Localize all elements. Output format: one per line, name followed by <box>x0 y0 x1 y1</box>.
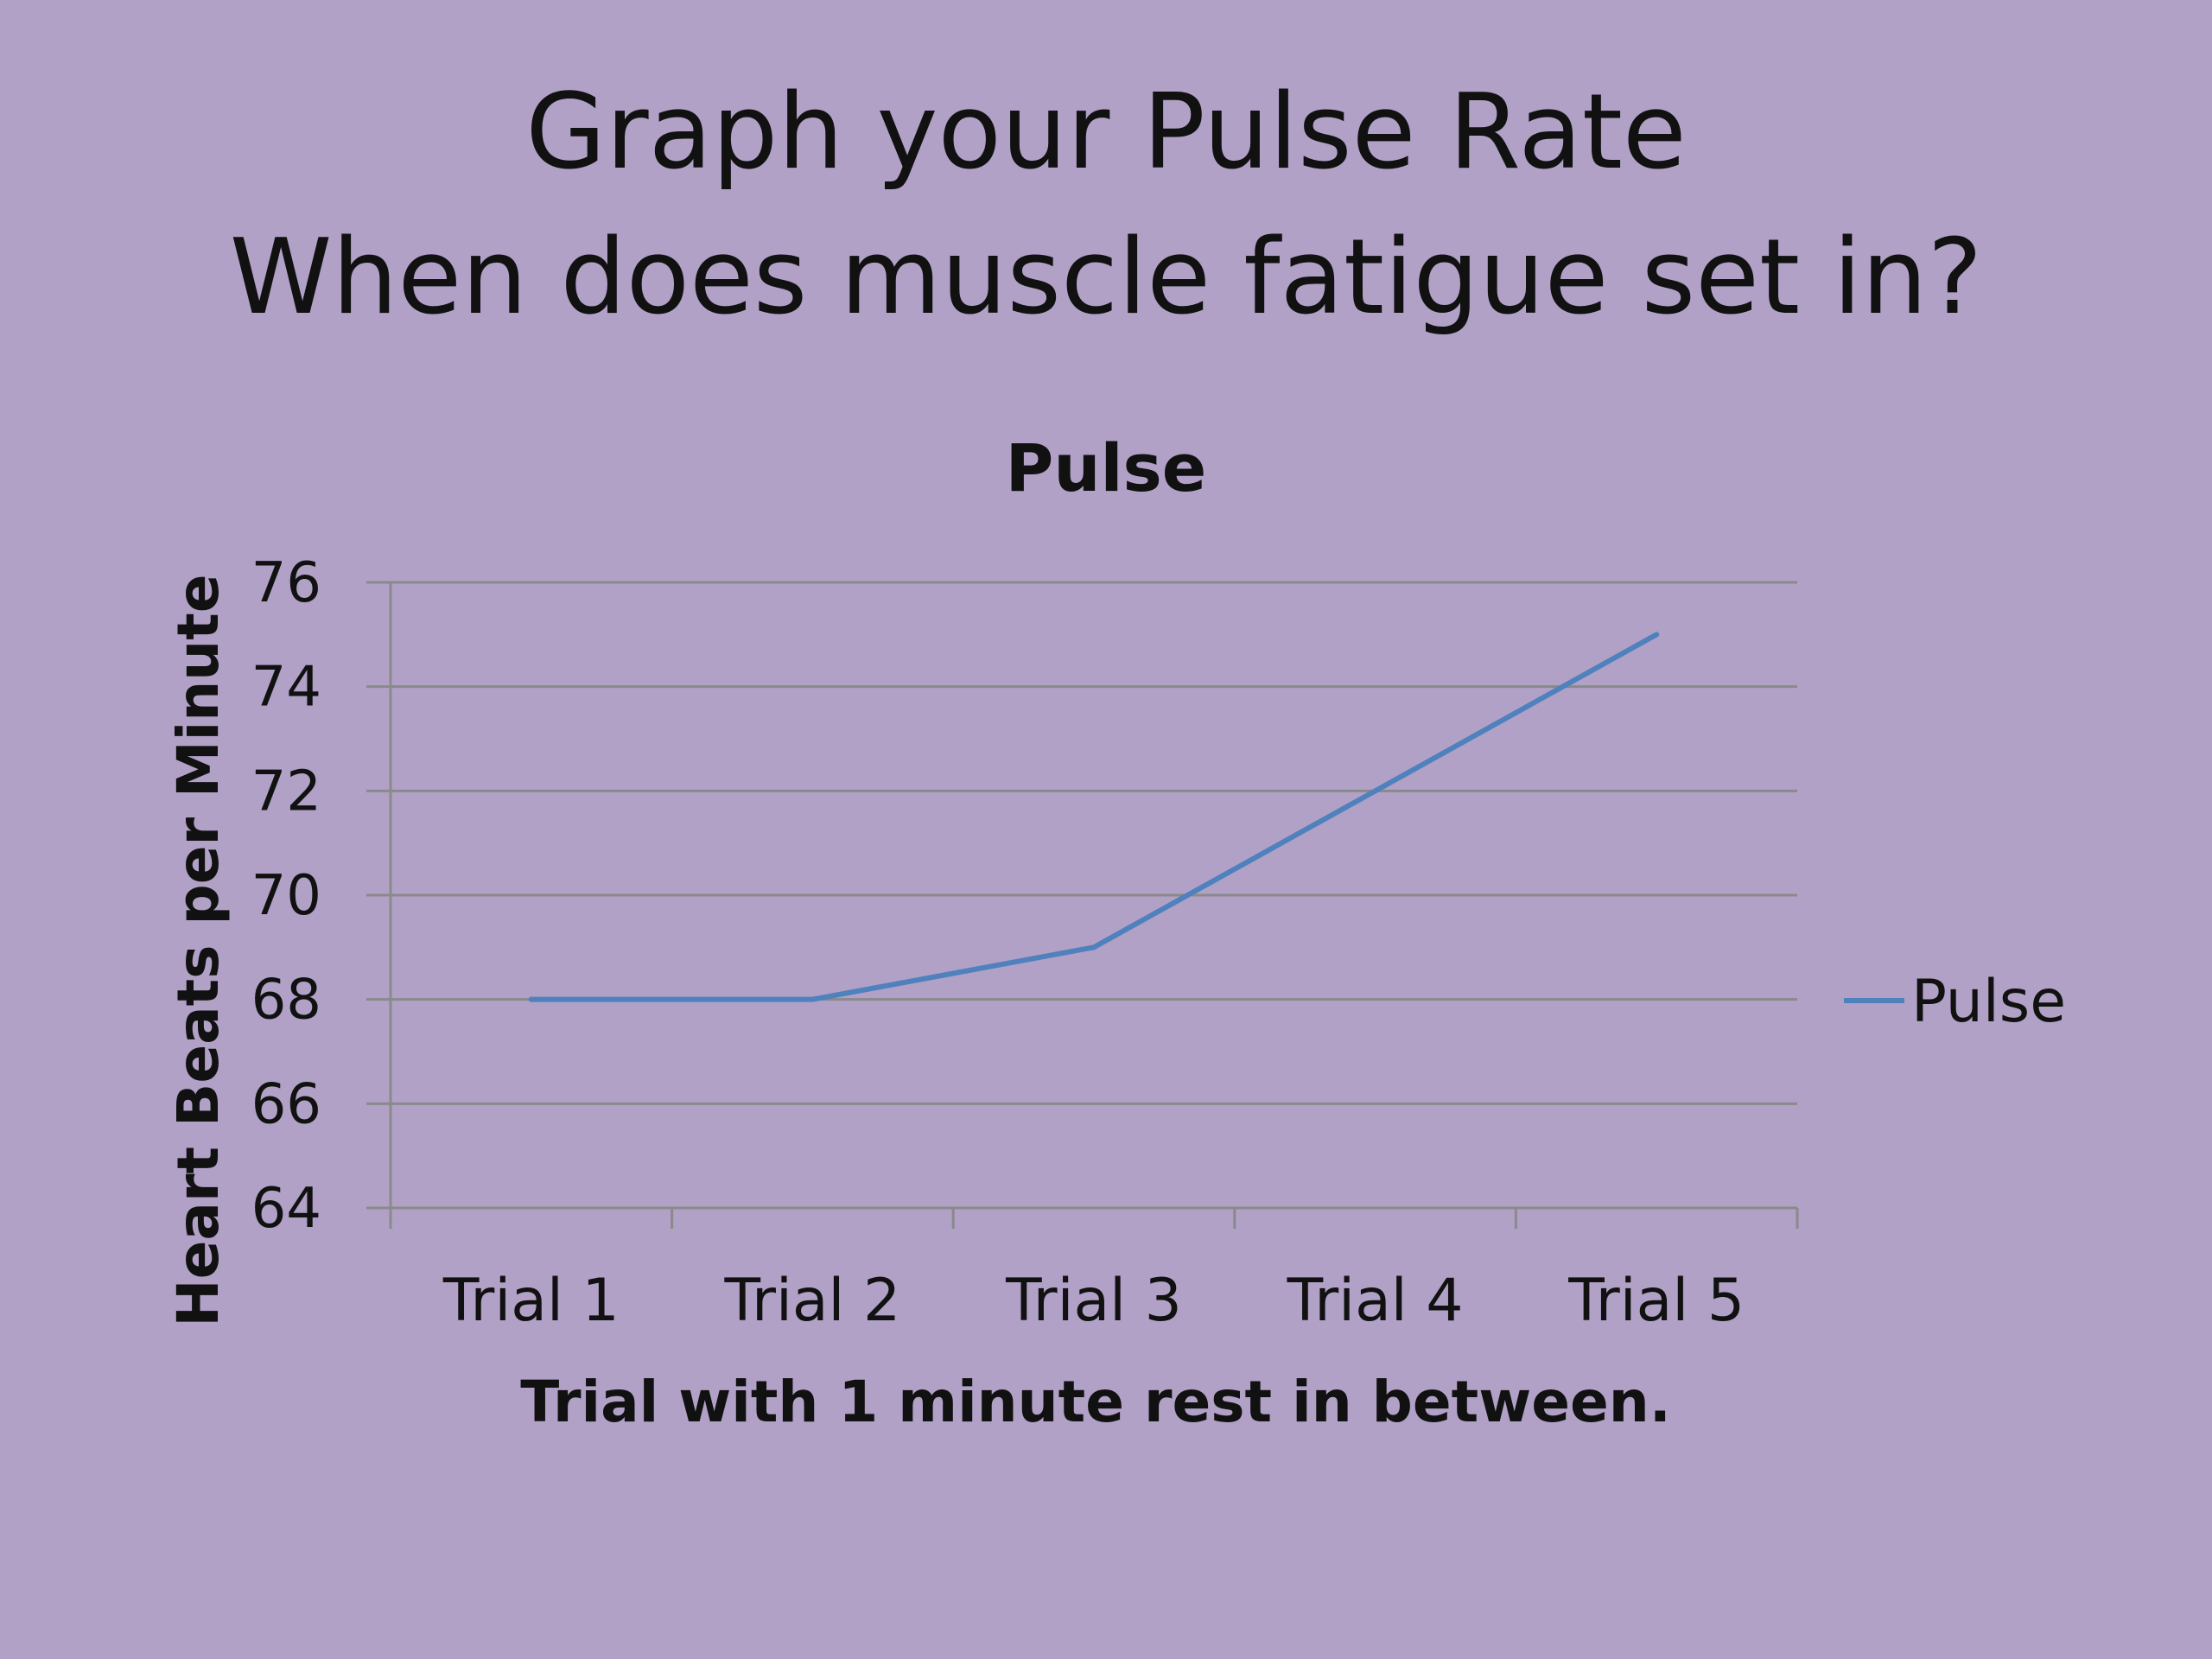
axes <box>389 582 1799 1229</box>
x-tick-label: Trial 5 <box>1567 1267 1745 1335</box>
data-point <box>810 996 816 1002</box>
y-tick-label: 68 <box>251 969 321 1033</box>
slide-title: Graph your Pulse Rate When does muscle f… <box>0 60 2212 351</box>
x-tick-labels: Trial 1 Trial 2 Trial 3 Trial 4 Trial 5 <box>442 1267 1745 1335</box>
series-group <box>528 632 1660 1002</box>
y-tick-label: 64 <box>251 1177 321 1241</box>
data-point <box>1372 788 1378 794</box>
legend-label: Pulse <box>1911 968 2066 1036</box>
x-tick-label: Trial 1 <box>442 1267 620 1335</box>
y-tick-label: 76 <box>251 551 321 615</box>
data-point <box>1654 632 1660 638</box>
slide-title-line-1: Graph your Pulse Rate <box>525 73 1687 193</box>
y-axis-title: Heart Beats per Minute <box>165 574 232 1326</box>
y-tick-label: 74 <box>251 656 321 720</box>
y-tick-labels: 64 66 68 70 72 74 76 <box>251 551 321 1241</box>
series-line-pulse <box>528 632 1660 1002</box>
x-tick-label: Trial 2 <box>723 1267 900 1335</box>
legend: Pulse <box>1844 968 2066 1036</box>
y-tick-label: 70 <box>251 864 321 928</box>
y-tick-label: 66 <box>251 1072 321 1136</box>
chart-title: Pulse <box>1006 429 1207 506</box>
data-point <box>528 996 534 1002</box>
y-tick-label: 72 <box>251 760 321 823</box>
slide-title-line-2: When does muscle fatigue set in? <box>229 218 1983 338</box>
x-tick-label: Trial 4 <box>1287 1267 1464 1335</box>
data-point <box>1091 944 1096 950</box>
x-tick-label: Trial 3 <box>1005 1267 1182 1335</box>
x-axis-title: Trial with 1 minute rest in between. <box>520 1369 1671 1435</box>
